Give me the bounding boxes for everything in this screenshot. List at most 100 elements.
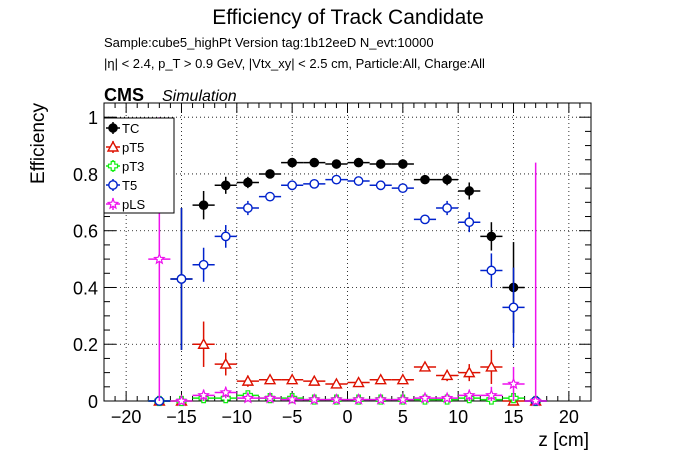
pls-point <box>241 391 255 404</box>
pt5-point <box>263 373 277 385</box>
pt5-point <box>330 377 343 389</box>
y-tick-label: 1 <box>88 108 98 128</box>
pls-point <box>175 394 188 407</box>
t5-point <box>287 180 298 191</box>
pt5-point <box>219 357 232 369</box>
tc-point <box>198 200 209 210</box>
legend-entry-pls: pLS <box>106 197 145 212</box>
t5-point <box>420 214 430 225</box>
t5-point <box>265 191 275 202</box>
pt5-point <box>374 373 387 385</box>
legend-marker-pls <box>106 197 120 210</box>
info-line-1-text: Sample:cube5_highPt Version tag:1b12eeD … <box>104 35 434 50</box>
pt5-point <box>308 374 321 386</box>
t5-point <box>242 203 253 213</box>
pt5-point <box>396 373 410 385</box>
axis-ticks <box>104 103 591 402</box>
x-axis-label: z [cm] <box>538 430 589 451</box>
legend-entry-t5: T5 <box>106 178 137 193</box>
chart-title: Efficiency of Track Candidate <box>212 6 484 29</box>
t5-point <box>508 302 519 313</box>
legend-label-pt3: pT3 <box>122 159 144 174</box>
tc-point <box>331 159 342 169</box>
pls-point <box>219 385 233 398</box>
simulation-label: Simulation <box>162 88 237 105</box>
pls-point <box>153 252 166 265</box>
grid <box>104 103 591 402</box>
tc-point <box>375 159 386 169</box>
pls-point <box>263 391 277 404</box>
legend-label-t5: T5 <box>122 178 137 193</box>
pt5-point <box>241 374 255 386</box>
tc-point <box>287 157 297 168</box>
tc-point <box>243 177 253 188</box>
pt5-point <box>285 373 299 385</box>
pls-point <box>285 392 299 405</box>
legend-entries: TC pT5 pT3 T5 pLS <box>106 121 145 212</box>
pt5-point <box>463 366 476 378</box>
legend-entry-pt5: pT5 <box>106 140 144 155</box>
t5-point <box>331 174 342 185</box>
legend-label-tc: TC <box>122 121 139 136</box>
series-pls <box>148 117 547 407</box>
tc-point <box>464 186 475 196</box>
info-line-2-text: |η| < 2.4, p_T > 0.9 GeV, |Vtx_xy| < 2.5… <box>104 56 485 71</box>
t5-point <box>176 274 187 284</box>
legend-entry-tc: TC <box>106 121 139 136</box>
legend-label-pt5: pT5 <box>122 140 144 155</box>
t5-point <box>464 217 475 228</box>
t5-point <box>375 180 386 191</box>
t5-point <box>486 265 497 276</box>
legend-marker-t5 <box>108 180 118 190</box>
tc-point <box>486 231 497 242</box>
t5-point <box>220 231 231 242</box>
pls-point <box>529 394 542 407</box>
t5-point <box>198 259 209 270</box>
x-tick-label: 20 <box>559 407 579 427</box>
tc-point <box>398 159 408 169</box>
axis-tick-labels: −20 −15 −10 −5 0 5 10 15 20 0 0.2 0.4 0.6 0.8 1 <box>73 108 579 427</box>
tc-point <box>220 180 231 191</box>
x-tick-label: −15 <box>166 407 197 427</box>
x-tick-label: 5 <box>398 407 408 427</box>
t5-point <box>353 176 364 186</box>
x-tick-label: −5 <box>282 407 303 427</box>
tc-point <box>353 157 364 168</box>
pls-point <box>485 388 498 401</box>
pls-point <box>308 392 321 405</box>
pt5-point <box>440 369 454 381</box>
pls-point <box>507 377 520 390</box>
legend-marker-tc <box>108 123 118 133</box>
data-series <box>148 117 547 407</box>
y-tick-label: 0.4 <box>73 278 98 298</box>
pls-point <box>330 392 343 405</box>
pls-point <box>396 392 410 405</box>
y-tick-label: 0.6 <box>73 222 98 242</box>
y-axis-label: Efficiency <box>28 103 49 184</box>
x-tick-label: 0 <box>342 407 352 427</box>
pls-point <box>374 392 387 405</box>
legend-label-pls: pLS <box>122 197 145 212</box>
x-tick-label: 15 <box>504 407 524 427</box>
pls-point <box>462 388 476 401</box>
y-tick-label: 0 <box>88 392 98 412</box>
pls-point <box>352 392 365 405</box>
tc-point <box>265 169 275 179</box>
pt5-point <box>352 376 365 388</box>
x-tick-label: −10 <box>222 407 253 427</box>
t5-point <box>442 203 453 213</box>
pls-point <box>197 388 210 401</box>
t5-point <box>309 178 320 189</box>
pt5-point <box>485 360 498 372</box>
legend: TC pT5 pT3 T5 pLS <box>103 117 175 214</box>
x-tick-label: −20 <box>111 407 142 427</box>
info-line-1: Sample:cube5_highPt Version tag:1b12eeD … <box>104 35 434 50</box>
legend-marker-pt5 <box>106 140 120 152</box>
tc-point <box>309 157 320 168</box>
tc-point <box>442 174 452 185</box>
cms-label: CMS <box>104 85 144 105</box>
legend-entry-pt3: pT3 <box>106 159 144 174</box>
pls-point <box>418 391 432 404</box>
pt5-point <box>197 337 210 349</box>
